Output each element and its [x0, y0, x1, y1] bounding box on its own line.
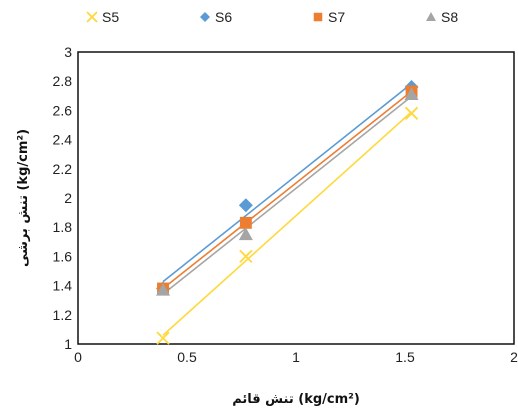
y-tick-labels: 1 1.2 1.4 1.6 1.8 2 2.2 2.4 2.6 2.8 3 — [53, 44, 73, 352]
data-point-s8 — [156, 282, 171, 296]
legend-marker-s5 — [86, 11, 98, 23]
x-axis-title: تنش قائم (kg/cm²) — [232, 392, 360, 407]
legend-item-s8: S8 — [426, 9, 458, 25]
legend-marker-s6 — [200, 12, 210, 22]
legend-item-s5: S5 — [86, 9, 119, 25]
y-tick-label: 1 — [64, 336, 72, 352]
y-tick-label: 3 — [64, 44, 72, 60]
y-tick-label: 2.4 — [53, 132, 73, 148]
legend-label: S8 — [441, 9, 458, 25]
legend-label: S5 — [102, 9, 119, 25]
legend-marker-s7 — [313, 12, 323, 22]
trend-line-s7 — [162, 90, 413, 290]
y-axis-title: تنش برشی (kg/cm²) — [16, 129, 31, 267]
legend-label: S6 — [215, 9, 232, 25]
y-tick-label: 1.4 — [53, 278, 73, 294]
data-markers — [156, 80, 419, 345]
data-point-s5 — [239, 249, 253, 264]
legend-item-s7: S7 — [313, 9, 345, 25]
x-tick-labels: 0 0.5 1 1.5 2 — [74, 349, 518, 365]
y-tick-label: 1.8 — [53, 219, 73, 235]
y-tick-label: 2 — [64, 190, 72, 206]
data-point-s5 — [404, 106, 419, 120]
trend-lines — [162, 82, 413, 336]
y-tick-label: 1.6 — [53, 248, 73, 264]
x-tick-label: 0 — [74, 349, 82, 365]
x-tick-label: 2 — [510, 349, 518, 365]
trend-line-s6 — [162, 82, 413, 283]
legend: S5 S6 S7 S8 — [86, 9, 458, 25]
y-tick-label: 1.2 — [53, 307, 73, 323]
data-point-s5 — [156, 331, 170, 345]
data-point-s6 — [238, 198, 253, 213]
x-tick-label: 1.5 — [395, 349, 415, 365]
data-point-s7 — [239, 216, 252, 229]
legend-label: S7 — [328, 9, 345, 25]
y-tick-label: 2.6 — [53, 102, 73, 118]
legend-item-s6: S6 — [200, 9, 232, 25]
y-tick-label: 2.2 — [53, 161, 73, 177]
plot-area — [77, 51, 515, 345]
y-tick-label: 2.8 — [53, 73, 73, 89]
legend-marker-s8 — [426, 12, 436, 21]
x-tick-label: 0.5 — [177, 349, 197, 365]
trend-line-s5 — [162, 111, 413, 336]
trend-line-s8 — [162, 95, 413, 295]
data-point-s8 — [404, 87, 419, 100]
data-point-s8 — [238, 227, 253, 241]
x-tick-label: 1 — [292, 349, 300, 365]
